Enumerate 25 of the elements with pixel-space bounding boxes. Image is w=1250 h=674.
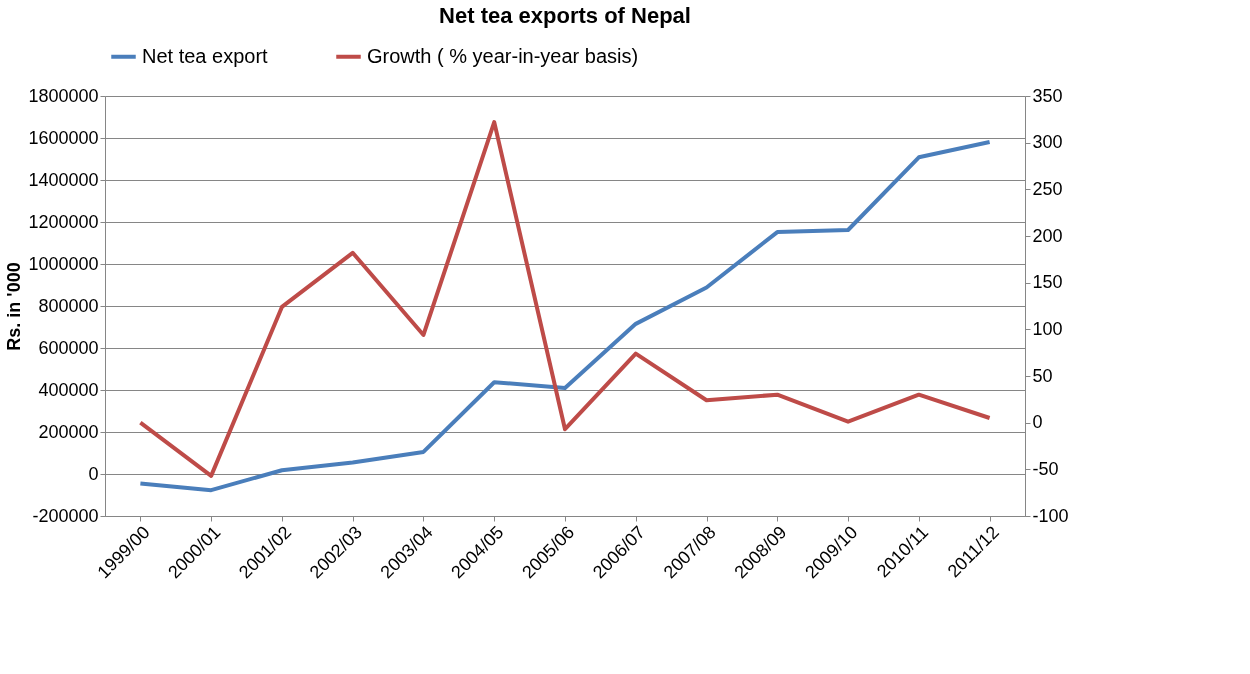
chart-title: Net tea exports of Nepal <box>439 3 691 28</box>
y2-tick-label: 300 <box>1032 132 1063 153</box>
y-tick-label: 400000 <box>38 379 99 400</box>
y-tick-label: -200000 <box>32 505 99 526</box>
y-tick-label: 800000 <box>38 295 99 316</box>
y2-tick-label: 0 <box>1032 412 1043 433</box>
legend-label: Growth ( % year-in-year basis) <box>367 44 639 67</box>
y2-tick-label: -50 <box>1032 458 1059 479</box>
legend-label: Net tea export <box>142 44 269 67</box>
y-tick-label: 200000 <box>38 421 99 442</box>
y2-tick-label: 250 <box>1032 178 1063 199</box>
y2-tick-label: 50 <box>1032 365 1053 386</box>
y2-tick-label: -100 <box>1032 505 1069 526</box>
y-tick-label: 1400000 <box>28 169 99 190</box>
y2-tick-label: 150 <box>1032 272 1063 293</box>
y2-tick-label: 100 <box>1032 318 1063 339</box>
y-tick-label: 1200000 <box>28 211 99 232</box>
y-tick-label: 600000 <box>38 337 99 358</box>
y2-tick-label: 350 <box>1032 85 1063 106</box>
y-axis-title: Rs. in '000 <box>4 262 25 351</box>
y-tick-label: 0 <box>88 463 99 484</box>
y2-tick-label: 200 <box>1032 225 1063 246</box>
y-tick-label: 1000000 <box>28 253 99 274</box>
y-tick-label: 1600000 <box>28 127 99 148</box>
y-tick-label: 1800000 <box>28 85 99 106</box>
